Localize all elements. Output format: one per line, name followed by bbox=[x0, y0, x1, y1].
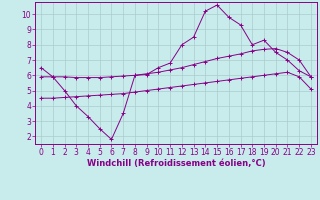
X-axis label: Windchill (Refroidissement éolien,°C): Windchill (Refroidissement éolien,°C) bbox=[87, 159, 265, 168]
